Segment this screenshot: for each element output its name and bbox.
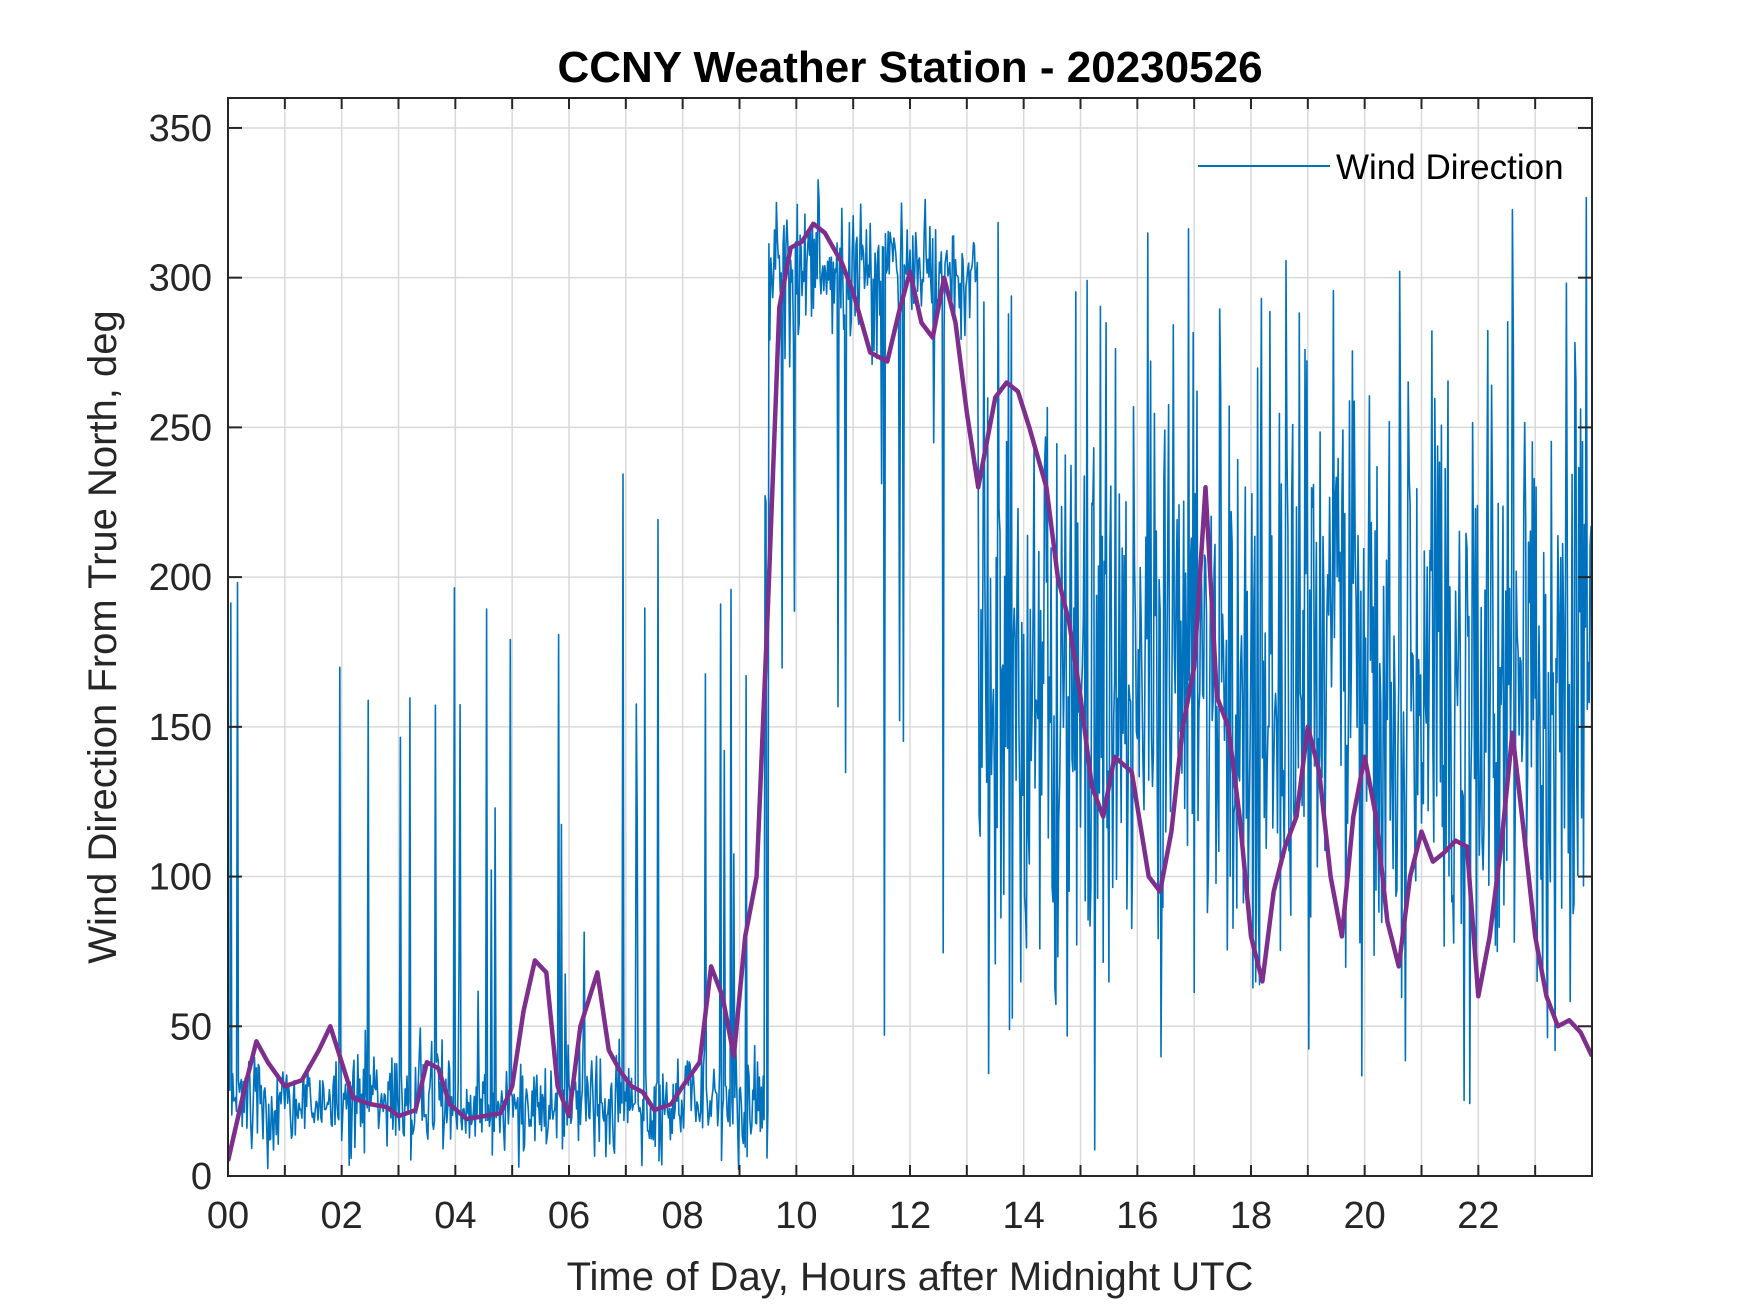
x-tick-label: 22 (1457, 1195, 1499, 1237)
x-tick-label: 06 (548, 1195, 590, 1237)
y-tick-label: 350 (149, 108, 212, 150)
y-tick-label: 150 (149, 707, 212, 749)
series-line-smoothed-wind-direction (228, 221, 1592, 1162)
x-tick-label: 08 (662, 1195, 704, 1237)
x-tick-label: 16 (1116, 1195, 1158, 1237)
x-axis-label: Time of Day, Hours after Midnight UTC (567, 1255, 1254, 1299)
legend-entry-wind-direction: Wind Direction (1336, 148, 1564, 187)
x-tick-label: 10 (775, 1195, 817, 1237)
x-tick-label: 04 (434, 1195, 476, 1237)
x-tick-label: 02 (321, 1195, 363, 1237)
x-tick-labels: 00 02 04 06 08 10 12 14 16 18 20 22 (207, 1195, 1500, 1237)
x-tick-label: 18 (1230, 1195, 1272, 1237)
x-tick-label: 00 (207, 1195, 249, 1237)
tick-marks (228, 98, 1592, 1177)
y-tick-label: 100 (149, 857, 212, 899)
x-tick-label: 14 (1003, 1195, 1045, 1237)
chart-title: CCNY Weather Station - 20230526 (557, 43, 1262, 92)
x-tick-label: 20 (1344, 1195, 1386, 1237)
y-tick-label: 200 (149, 557, 212, 599)
y-axis-label: Wind Direction From True North, deg (81, 310, 125, 964)
y-tick-label: 300 (149, 258, 212, 300)
legend: Wind Direction (1198, 148, 1564, 187)
y-tick-label: 50 (170, 1006, 212, 1048)
y-tick-label: 250 (149, 407, 212, 449)
x-tick-label: 12 (889, 1195, 931, 1237)
y-tick-label: 0 (191, 1156, 212, 1198)
y-tick-labels: 0 50 100 150 200 250 300 350 (149, 108, 212, 1198)
data-layer (228, 179, 1592, 1171)
